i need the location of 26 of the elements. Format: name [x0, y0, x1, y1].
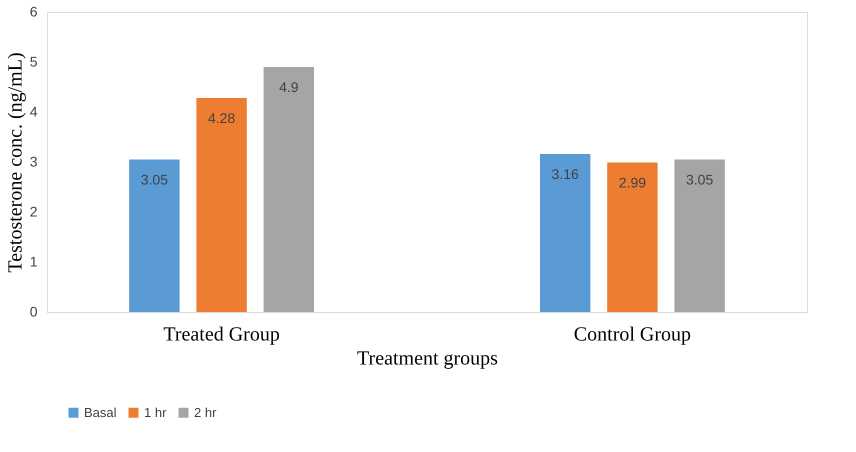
- x-tick-label: Treated Group: [163, 324, 280, 346]
- data-label: 4.28: [208, 110, 236, 126]
- data-label: 3.05: [140, 172, 168, 188]
- y-tick-label: 0: [30, 304, 38, 320]
- data-label: 4.9: [279, 79, 299, 95]
- y-tick-label: 2: [30, 204, 38, 220]
- data-label: 3.16: [552, 166, 580, 182]
- bar: [674, 160, 725, 312]
- y-tick-label: 1: [30, 254, 38, 270]
- y-tick-label: 6: [30, 4, 38, 20]
- x-axis-title: Treatment groups: [357, 348, 498, 370]
- y-tick-label: 3: [30, 154, 38, 170]
- legend-label: 1 hr: [144, 404, 168, 420]
- bar: [129, 160, 180, 312]
- legend-label: Basal: [84, 404, 117, 420]
- bar: [264, 67, 314, 312]
- bar: [540, 154, 590, 312]
- x-tick-label: Control Group: [574, 324, 692, 346]
- data-label: 3.05: [686, 172, 714, 188]
- y-axis-title: Testosterone conc. (ng/mL): [4, 52, 27, 273]
- bar: [607, 162, 658, 312]
- data-label: 2.99: [618, 174, 646, 190]
- bar: [196, 98, 247, 312]
- y-tick-label: 5: [30, 54, 38, 70]
- legend-label: 2 hr: [194, 404, 218, 420]
- y-tick-label: 4: [30, 104, 38, 120]
